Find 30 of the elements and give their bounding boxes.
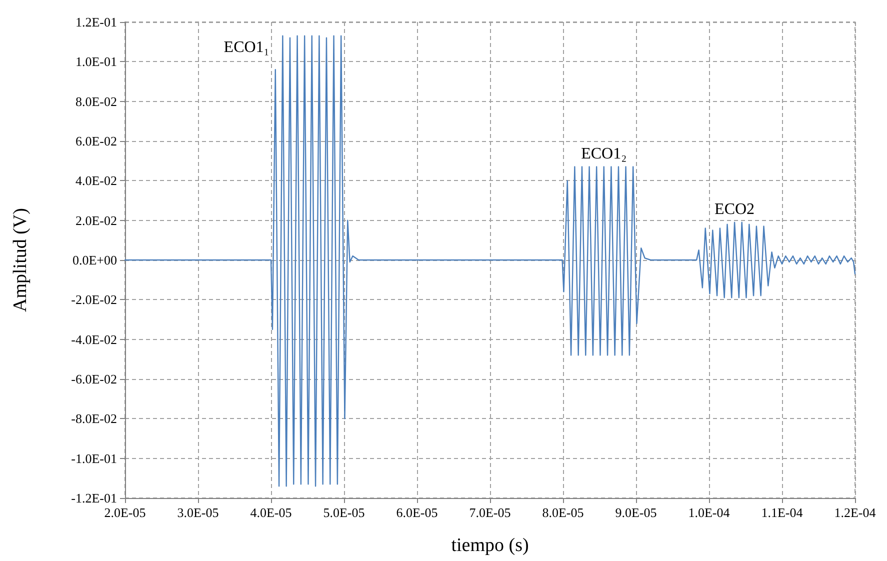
x-tick-label: 1.1E-04 bbox=[761, 505, 804, 520]
x-tick-label: 6.0E-05 bbox=[396, 505, 438, 520]
x-tick-label: 8.0E-05 bbox=[542, 505, 584, 520]
line-series bbox=[124, 35, 856, 487]
x-axis-title: tiempo (s) bbox=[451, 535, 529, 556]
x-tick-label: 2.0E-05 bbox=[104, 505, 146, 520]
x-tick-label: 4.0E-05 bbox=[250, 505, 292, 520]
x-tick-label: 3.0E-05 bbox=[177, 505, 219, 520]
x-tick-label: 9.0E-05 bbox=[615, 505, 657, 520]
y-tick-label: -8.0E-02 bbox=[71, 411, 117, 426]
annotation: ECO1₁ bbox=[224, 39, 270, 56]
y-tick-label: 1.0E-01 bbox=[75, 54, 117, 70]
x-tick-label: 1.2E-04 bbox=[834, 505, 876, 520]
y-tick-label: -6.0E-02 bbox=[71, 372, 117, 386]
y-tick-label: 8.0E-02 bbox=[75, 94, 117, 109]
y-axis-title: Amplitud (V) bbox=[10, 208, 31, 312]
y-tick-label: -1.2E-01 bbox=[71, 490, 117, 506]
y-tick-label: -4.0E-02 bbox=[71, 332, 117, 347]
y-tick-label: 6.0E-02 bbox=[75, 134, 117, 148]
y-tick-label: 0.0E+00 bbox=[72, 252, 117, 268]
annotation: ECO2 bbox=[714, 200, 755, 218]
y-tick-label: 4.0E-02 bbox=[75, 173, 117, 188]
x-tick-label: 5.0E-05 bbox=[323, 505, 365, 520]
annotation: ECO1₂ bbox=[581, 145, 627, 162]
y-tick-label: 2.0E-02 bbox=[75, 212, 117, 228]
y-tick-label: 1.2E-01 bbox=[75, 14, 117, 30]
y-tick-label: -1.0E-01 bbox=[71, 450, 117, 466]
x-tick-label: 1.0E-04 bbox=[688, 505, 730, 520]
y-tick-label: -2.0E-02 bbox=[71, 292, 117, 308]
x-tick-label: 7.0E-05 bbox=[469, 505, 511, 520]
